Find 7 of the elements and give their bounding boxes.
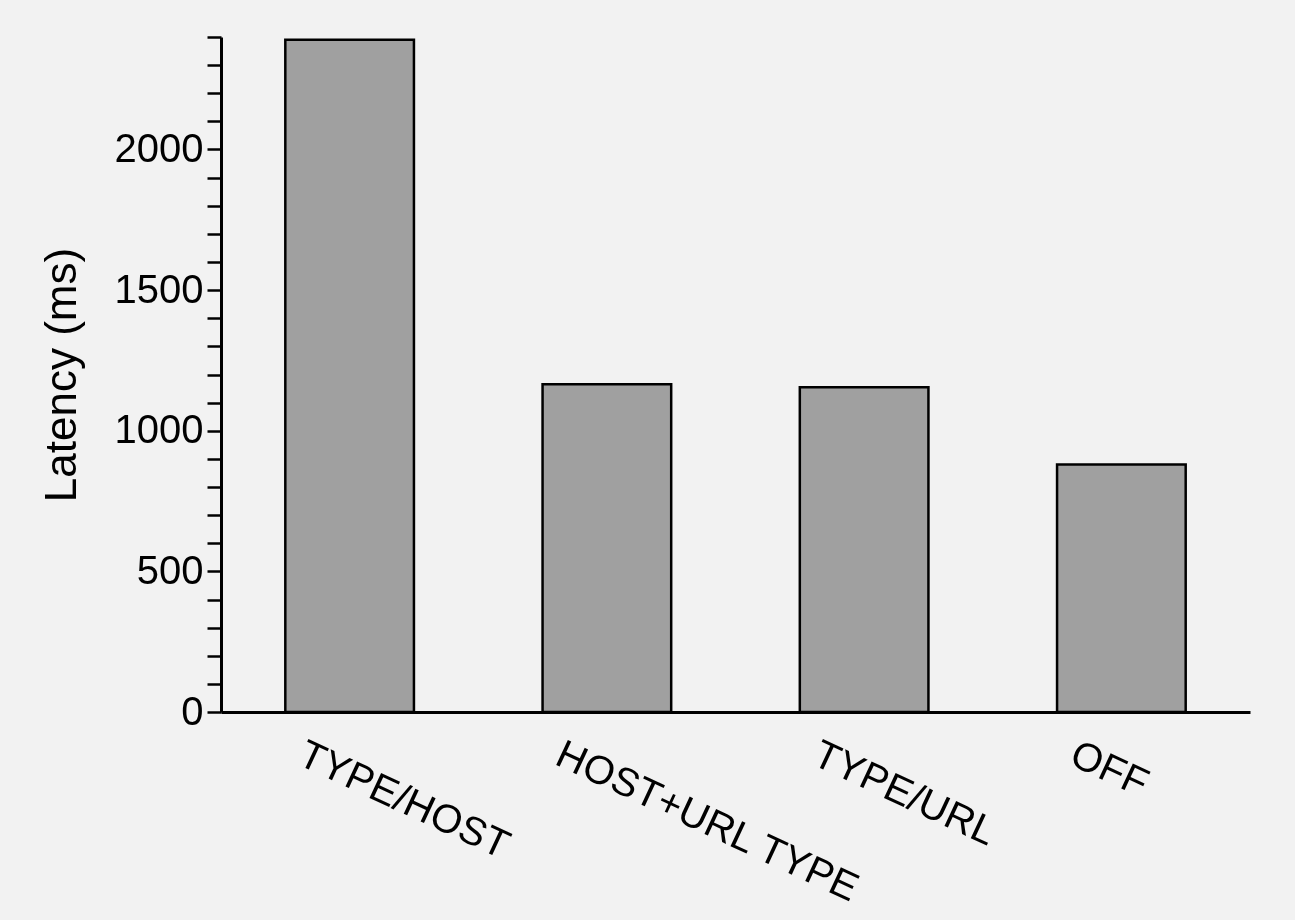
y-axis-title: Latency (ms): [35, 247, 85, 503]
y-tick-label: 1500: [114, 266, 204, 311]
y-tick-label: 500: [136, 547, 204, 592]
y-tick-label: 2000: [114, 126, 204, 170]
y-tick-label: 0: [181, 688, 204, 733]
y-tick-label: 1000: [114, 407, 204, 452]
x-tick-label: OFF: [1064, 730, 1156, 805]
